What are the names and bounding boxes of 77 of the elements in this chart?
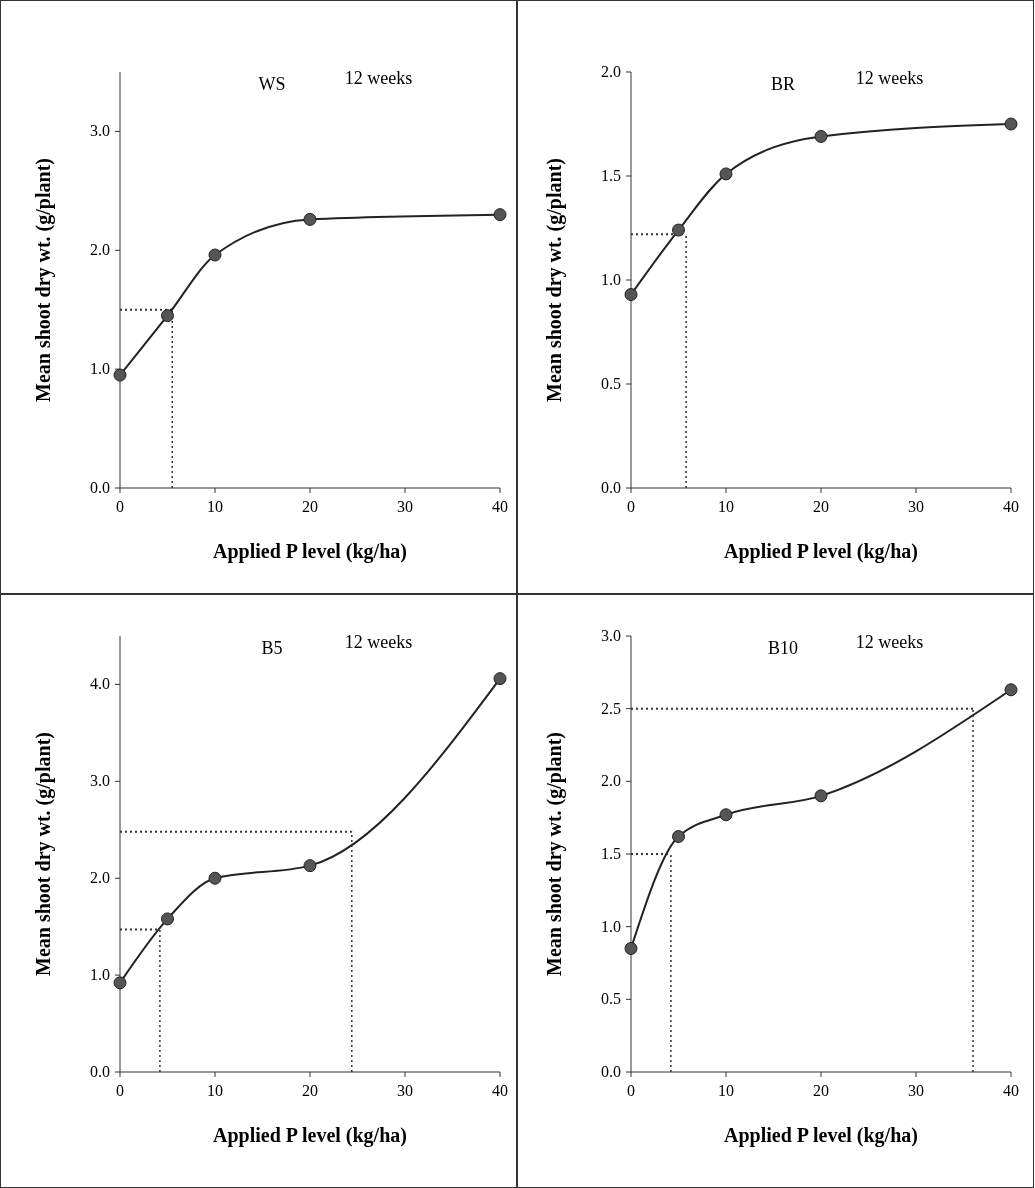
x-tick-label: 40 [492, 498, 508, 515]
x-axis-title: Applied P level (kg/ha) [724, 1124, 918, 1147]
y-tick-label: 2.5 [601, 699, 621, 717]
x-tick-label: 30 [397, 1082, 413, 1099]
point [814, 789, 828, 803]
chart-subtitle: 12 weeks [344, 68, 413, 88]
point [624, 288, 638, 302]
y-tick-label: 1.0 [601, 917, 621, 935]
point [493, 672, 507, 686]
point [1004, 117, 1018, 131]
chart-title: B5 [261, 638, 283, 658]
chart-title: WS [258, 74, 286, 94]
point [814, 129, 828, 143]
point [113, 976, 127, 990]
y-axis-title: Mean shoot dry wt. (g/plant) [32, 732, 55, 976]
chart-subtitle: 12 weeks [855, 68, 924, 88]
point [672, 223, 685, 237]
x-tick-label: 0 [116, 498, 124, 515]
chart-subtitle: 12 weeks [855, 632, 924, 652]
y-tick-label: 0.5 [601, 990, 621, 1008]
chart-title: B10 [767, 638, 799, 658]
x-axis-title: Applied P level (kg/ha) [213, 540, 407, 563]
x-tick-label: 10 [718, 498, 734, 515]
x-tick-label: 30 [397, 498, 413, 515]
y-tick-label: 3.0 [90, 772, 110, 790]
y-tick-label: 3.0 [601, 627, 621, 644]
point [113, 368, 127, 382]
y-tick-label: 0.5 [601, 375, 621, 392]
point [719, 808, 733, 822]
y-axis-title: Mean shoot dry wt. (g/plant) [543, 732, 566, 976]
y-tick-label: 2.0 [601, 63, 621, 80]
point [303, 212, 317, 226]
point [493, 208, 507, 222]
x-tick-label: 20 [302, 498, 318, 515]
x-tick-label: 40 [1003, 1082, 1019, 1099]
chart-subtitle: 12 weeks [344, 632, 413, 652]
x-tick-label: 10 [718, 1082, 734, 1099]
x-tick-label: 0 [116, 1082, 124, 1099]
point [303, 859, 317, 873]
y-axis-title: Mean shoot dry wt. (g/plant) [32, 158, 55, 402]
point [208, 248, 222, 262]
point [161, 309, 174, 323]
point [1004, 683, 1018, 697]
y-tick-label: 1.0 [601, 271, 621, 288]
y-tick-label: 1.5 [601, 167, 621, 184]
y-tick-label: 0.0 [601, 1063, 621, 1080]
x-tick-label: 20 [302, 1082, 318, 1099]
y-tick-label: 3.0 [90, 122, 110, 140]
x-tick-label: 30 [908, 1082, 924, 1099]
point [719, 167, 733, 181]
x-tick-label: 40 [1003, 498, 1019, 515]
x-tick-label: 0 [627, 498, 635, 515]
x-tick-label: 0 [627, 1082, 635, 1099]
x-tick-label: 30 [908, 498, 924, 515]
x-axis-title: Applied P level (kg/ha) [724, 540, 918, 563]
point [161, 912, 174, 926]
x-tick-label: 40 [492, 1082, 508, 1099]
x-tick-label: 10 [207, 1082, 223, 1099]
chart-title: BR [770, 74, 796, 94]
y-axis-title: Mean shoot dry wt. (g/plant) [543, 158, 566, 402]
point [208, 871, 222, 885]
x-tick-label: 20 [813, 1082, 829, 1099]
y-tick-label: 4.0 [90, 675, 110, 693]
y-tick-label: 0.0 [90, 1063, 110, 1080]
x-axis-title: Applied P level (kg/ha) [213, 1124, 407, 1147]
x-tick-label: 10 [207, 498, 223, 515]
y-tick-label: 0.0 [601, 479, 621, 496]
x-tick-label: 20 [813, 498, 829, 515]
point [672, 830, 685, 844]
point [624, 941, 638, 955]
y-tick-label: 1.0 [90, 966, 110, 984]
y-tick-label: 1.5 [601, 845, 621, 862]
y-tick-label: 2.0 [90, 241, 110, 259]
y-tick-label: 2.0 [601, 772, 621, 790]
y-tick-label: 2.0 [90, 869, 110, 887]
y-tick-label: 1.0 [90, 360, 110, 378]
y-tick-label: 0.0 [90, 479, 110, 496]
